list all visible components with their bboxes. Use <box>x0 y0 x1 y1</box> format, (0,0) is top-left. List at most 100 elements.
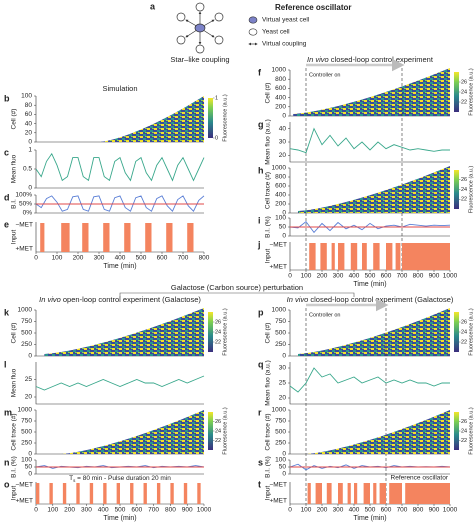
annotation-part: T <box>69 475 73 482</box>
panel-label: h <box>258 165 264 175</box>
input-pulse <box>62 483 67 504</box>
y-tick-label: 0 <box>282 113 286 120</box>
y-tick-label: +MET <box>269 498 287 505</box>
heatmap <box>61 410 205 454</box>
input-pulse <box>40 223 45 252</box>
input-pulse <box>373 483 377 504</box>
x-tick-label: 100 <box>47 507 58 514</box>
input-pulse <box>331 243 335 270</box>
line <box>289 367 450 393</box>
y-tick-label: 200 <box>275 201 286 208</box>
y-tick-label: 100 <box>21 457 32 464</box>
input-pulse <box>61 223 70 252</box>
x-tick-label: 600 <box>381 507 392 514</box>
x-tick-label: 0 <box>288 273 292 280</box>
panel-label: b <box>4 93 10 103</box>
x-tick-label: 800 <box>165 507 176 514</box>
y-tick-label: −MET <box>269 242 287 249</box>
y-tick-label: −MET <box>15 222 33 229</box>
input-pulse <box>307 483 311 504</box>
x-tick-label: 700 <box>397 507 408 514</box>
heatmap <box>298 166 450 213</box>
y-tick-label: 0 <box>28 471 32 478</box>
y-tick-label: 0 <box>282 233 286 240</box>
input-pulse <box>350 243 358 270</box>
x-tick-label: 800 <box>413 273 424 280</box>
y-tick-label: 40 <box>25 120 33 127</box>
colorbar-tick-label: 26 <box>215 319 221 325</box>
input-pulse <box>309 243 316 270</box>
colorbar <box>454 412 459 450</box>
input-pulse <box>402 243 450 270</box>
y-tick-label: 100 <box>275 457 286 464</box>
annotation-part: = 80 min - Pulse duration 20 min <box>75 475 171 482</box>
input-pulse <box>166 223 173 252</box>
panel-label: d <box>4 192 10 202</box>
colorbar-tick-label: 0 <box>215 135 218 141</box>
y-tick-label: 250 <box>275 341 286 348</box>
panel-title: Simulation <box>102 84 137 93</box>
x-tick-label: 900 <box>429 273 440 280</box>
colorbar-tick-label: 24 <box>461 89 467 95</box>
x-tick-label: 0 <box>34 255 38 262</box>
title-text: Simulation <box>102 84 137 93</box>
y-axis-label: Cell (#) <box>11 323 18 344</box>
heatmap <box>99 96 204 142</box>
input-pulse <box>326 483 332 504</box>
input-pulse <box>386 243 393 270</box>
y-tick-label: 750 <box>275 418 286 425</box>
colorbar <box>454 72 459 112</box>
input-pulse <box>187 223 194 252</box>
input-pulse <box>197 483 201 504</box>
x-tick-label: 200 <box>73 255 84 262</box>
y-axis-label: Mean fluo <box>11 154 18 183</box>
y-tick-label: 0 <box>282 353 286 360</box>
panel-label: o <box>4 479 10 489</box>
input-pulse <box>130 483 134 504</box>
y-tick-label: 20 <box>25 394 33 401</box>
x-tick-label: 100 <box>301 507 312 514</box>
panel-label: c <box>4 147 9 157</box>
x-tick-label: 400 <box>349 507 360 514</box>
input-pulse <box>183 483 188 504</box>
y-tick-label: 400 <box>275 192 286 199</box>
x-tick-label: 200 <box>64 507 75 514</box>
panel-label: r <box>258 407 262 417</box>
x-tick-label: 0 <box>34 507 38 514</box>
colorbar-label: Fluorescence (a.u.) <box>468 308 474 356</box>
colorbar <box>208 98 213 138</box>
y-tick-label: 80 <box>25 102 33 109</box>
colorbar-tick-label: 22 <box>215 438 221 444</box>
y-tick-label: 50 <box>279 224 287 231</box>
panel-label: q <box>258 359 264 369</box>
axis-line <box>289 362 450 405</box>
x-tick-label: 500 <box>365 507 376 514</box>
y-tick-label: 250 <box>21 440 32 447</box>
input-pulse <box>338 243 345 270</box>
y-tick-label: 0 <box>282 471 286 478</box>
legend-symbol <box>248 28 258 36</box>
y-tick-label: 750 <box>21 318 32 325</box>
x-tick-label: 500 <box>365 273 376 280</box>
colorbar-label: Fluorescence (a.u.) <box>222 308 228 356</box>
y-tick-label: 30 <box>279 139 287 146</box>
y-tick-label: 40 <box>279 125 287 132</box>
panel-title: In vivo closed-loop control experiment (… <box>287 295 454 304</box>
y-tick-label: 50 <box>25 464 33 471</box>
input-pulse <box>354 483 358 504</box>
title-italic: In vivo <box>287 295 309 304</box>
y-tick-label: 0 <box>28 185 32 192</box>
input-pulse <box>36 483 40 504</box>
y-tick-label: 0% <box>23 210 33 217</box>
panel-label: e <box>4 219 9 229</box>
colorbar-label: Fluorescence (a.u.) <box>222 407 228 455</box>
input-pulse <box>116 483 120 504</box>
y-tick-label: 750 <box>275 318 286 325</box>
y-axis-label: Cell (#) <box>11 109 18 130</box>
y-tick-label: 25 <box>279 380 287 387</box>
annotation: Reference oscillator <box>391 475 449 482</box>
line <box>289 127 450 154</box>
colorbar-tick-label: 24 <box>215 428 221 434</box>
panel-label: k <box>4 307 10 317</box>
colorbar <box>208 412 213 450</box>
